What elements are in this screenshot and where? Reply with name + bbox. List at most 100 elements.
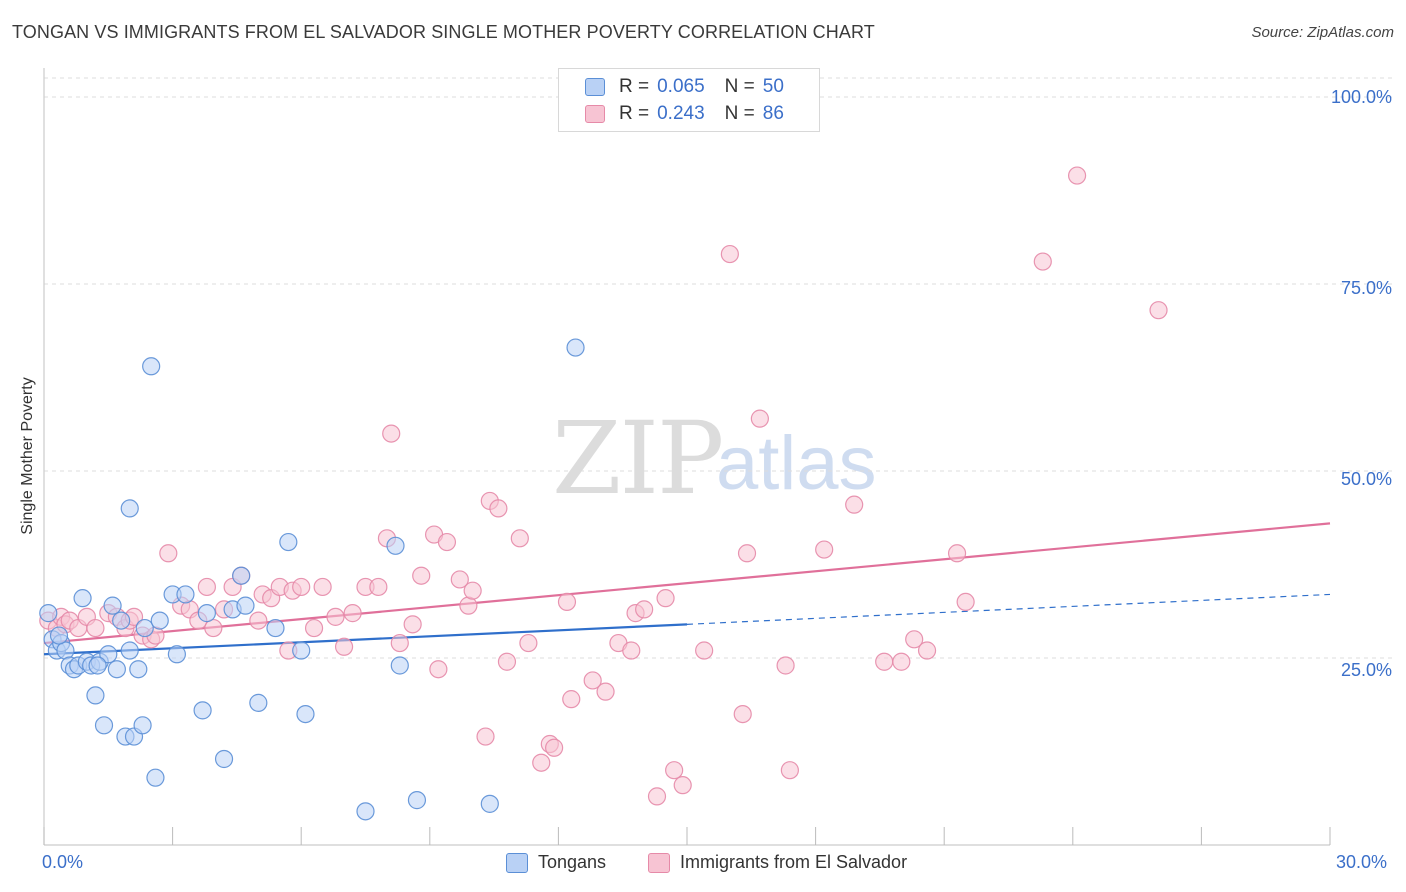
data-point-el-salvador	[326, 607, 345, 626]
r-value: 0.065	[657, 76, 705, 97]
data-point-el-salvador	[545, 738, 564, 757]
r-value: 0.243	[657, 103, 705, 124]
data-point-tongans	[146, 768, 165, 787]
n-label: N =	[724, 76, 755, 97]
data-point-el-salvador	[673, 776, 692, 795]
data-point-el-salvador	[622, 641, 641, 660]
legend-item-el-salvador[interactable]: Immigrants from El Salvador	[648, 852, 907, 873]
legend-swatch-pink	[585, 105, 605, 123]
trend-line-tongans-extension	[686, 593, 1331, 625]
data-point-el-salvador	[845, 495, 864, 514]
data-point-el-salvador	[403, 615, 422, 634]
watermark-zip: ZIP	[552, 400, 724, 517]
data-point-tongans	[214, 749, 234, 769]
data-point-el-salvador	[497, 652, 517, 671]
data-point-el-salvador	[532, 753, 551, 772]
data-point-tongans	[167, 645, 186, 664]
data-point-tongans	[197, 604, 216, 623]
legend-swatch-el-salvador	[648, 852, 670, 873]
data-point-tongans	[99, 645, 118, 664]
data-point-el-salvador	[489, 499, 508, 518]
data-point-tongans	[73, 589, 92, 608]
data-point-el-salvador	[1067, 166, 1087, 185]
data-point-tongans	[94, 716, 114, 735]
data-point-tongans	[356, 802, 375, 821]
data-point-tongans	[480, 794, 499, 813]
data-point-el-salvador	[369, 577, 388, 597]
data-point-el-salvador	[313, 577, 332, 597]
data-point-tongans	[49, 626, 69, 645]
data-point-tongans	[176, 585, 195, 604]
data-point-el-salvador	[583, 671, 602, 690]
data-point-el-salvador	[956, 592, 975, 612]
data-point-el-salvador	[450, 570, 469, 589]
data-point-tongans	[232, 566, 251, 585]
data-point-el-salvador	[635, 600, 654, 619]
legend-swatch-blue	[585, 78, 605, 96]
data-point-tongans	[266, 618, 285, 638]
data-point-el-salvador	[737, 544, 757, 563]
axes	[43, 68, 1331, 846]
y-tick-label-25: 25.0%	[1340, 660, 1392, 680]
data-point-el-salvador	[750, 409, 769, 428]
data-point-el-salvador	[557, 592, 577, 612]
data-point-el-salvador	[304, 618, 324, 638]
data-point-tongans	[236, 596, 255, 615]
n-label: N =	[724, 103, 755, 124]
trend-line-tongans	[43, 623, 688, 656]
data-point-el-salvador	[390, 633, 409, 653]
data-point-tongans	[193, 701, 212, 720]
legend-item-tongans[interactable]: Tongans	[506, 852, 606, 873]
stats-row-el-salvador: R = 0.243 N = 86	[585, 102, 784, 126]
data-point-el-salvador	[905, 630, 924, 649]
legend-label-tongans: Tongans	[538, 852, 607, 872]
data-point-el-salvador	[665, 761, 684, 780]
data-point-el-salvador	[437, 532, 457, 552]
data-point-el-salvador	[733, 704, 752, 724]
data-point-tongans	[86, 686, 105, 705]
source-label: Source: ZipAtlas.com	[1251, 24, 1394, 41]
data-point-tongans	[129, 660, 148, 679]
data-point-tongans	[142, 357, 161, 376]
data-point-el-salvador	[562, 690, 581, 709]
data-point-tongans	[249, 693, 268, 712]
x-tick-label-min: 0.0%	[42, 852, 84, 872]
data-point-el-salvador	[695, 641, 714, 660]
data-point-el-salvador	[249, 611, 268, 630]
data-point-tongans	[120, 499, 139, 518]
data-point-el-salvador	[510, 529, 529, 548]
data-point-el-salvador	[519, 633, 538, 653]
data-point-tongans	[292, 641, 311, 660]
data-point-el-salvador	[720, 244, 739, 264]
data-point-tongans	[296, 704, 315, 724]
n-value: 50	[762, 76, 784, 97]
data-point-tongans	[566, 338, 585, 357]
r-label: R =	[619, 103, 650, 124]
legend-swatch-tongans	[506, 852, 528, 873]
data-point-el-salvador	[647, 787, 667, 806]
data-point-el-salvador	[1033, 252, 1052, 271]
data-point-el-salvador	[596, 682, 615, 701]
data-point-el-salvador	[197, 577, 216, 597]
data-point-el-salvador	[204, 618, 223, 638]
data-point-tongans	[135, 618, 154, 638]
data-point-tongans	[279, 532, 298, 552]
y-tick-label-100: 100.0%	[1330, 87, 1392, 107]
chart-title: TONGAN VS IMMIGRANTS FROM EL SALVADOR SI…	[12, 22, 875, 42]
data-point-el-salvador	[343, 604, 362, 623]
data-point-el-salvador	[656, 589, 675, 608]
data-point-tongans	[39, 604, 58, 623]
data-point-el-salvador	[815, 540, 834, 559]
data-point-el-salvador	[412, 566, 431, 585]
data-point-el-salvador	[463, 581, 482, 600]
data-point-tongans	[133, 716, 152, 735]
y-tick-label-50: 50.0%	[1340, 469, 1392, 489]
r-label: R =	[619, 76, 650, 97]
n-value: 86	[762, 103, 784, 124]
x-tick-label-max: 30.0%	[1336, 852, 1388, 872]
data-point-tongans	[107, 660, 126, 679]
data-point-el-salvador	[780, 761, 799, 780]
series-tongans-points	[39, 338, 585, 821]
data-point-el-salvador	[159, 544, 178, 563]
data-point-tongans	[150, 611, 169, 630]
